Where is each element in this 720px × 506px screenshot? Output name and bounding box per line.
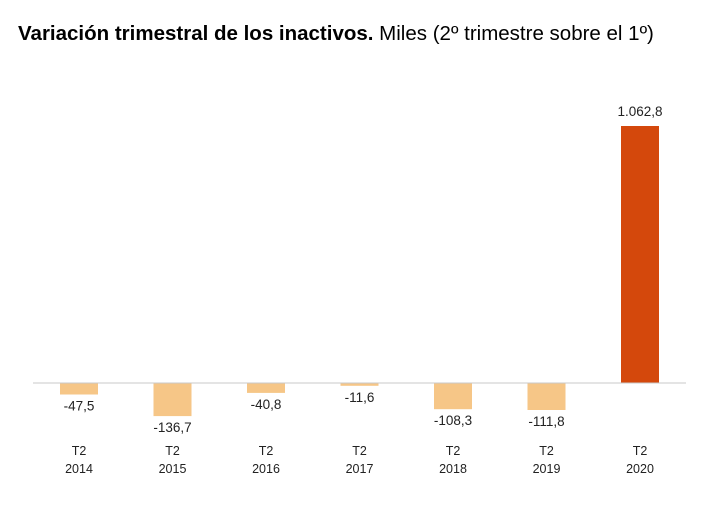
bar-2017 xyxy=(340,383,379,386)
x-tick-label-2018-line2: 2018 xyxy=(439,462,467,476)
x-tick-label-2014-line1: T2 xyxy=(72,444,87,458)
bar-2015 xyxy=(153,383,192,417)
x-tick-label-2019-line1: T2 xyxy=(539,444,554,458)
x-tick-label-2014-line2: 2014 xyxy=(65,462,93,476)
x-tick-label-2018-line1: T2 xyxy=(446,444,461,458)
data-label-2019: -111,8 xyxy=(528,414,564,429)
x-tick-label-2015-line1: T2 xyxy=(165,444,180,458)
chart-title: Variación trimestral de los inactivos. M… xyxy=(18,22,654,46)
chart-title-subtitle: Miles (2º trimestre sobre el 1º) xyxy=(373,22,654,45)
x-tick-label-2015-line2: 2015 xyxy=(159,462,187,476)
x-tick-label-2019-line2: 2019 xyxy=(533,462,561,476)
data-label-2020: 1.062,8 xyxy=(617,104,662,119)
x-tick-label-2016-line2: 2016 xyxy=(252,462,280,476)
data-label-2015: -136,7 xyxy=(153,420,191,435)
bar-2018 xyxy=(434,383,472,410)
data-label-2014: -47,5 xyxy=(64,399,95,414)
data-label-2016: -40,8 xyxy=(251,397,282,412)
bar-2019 xyxy=(527,383,566,410)
data-label-2018: -108,3 xyxy=(434,413,472,428)
bar-2014 xyxy=(60,383,98,395)
x-tick-label-2017-line1: T2 xyxy=(352,444,367,458)
x-tick-label-2020-line2: 2020 xyxy=(626,462,654,476)
chart-title-bold: Variación trimestral de los inactivos. xyxy=(18,22,374,45)
x-tick-label-2020-line1: T2 xyxy=(633,444,648,458)
x-tick-label-2016-line1: T2 xyxy=(259,444,274,458)
bar-2020 xyxy=(621,126,659,383)
bar-2016 xyxy=(247,383,285,393)
data-label-2017: -11,6 xyxy=(345,390,375,405)
x-tick-label-2017-line2: 2017 xyxy=(346,462,374,476)
